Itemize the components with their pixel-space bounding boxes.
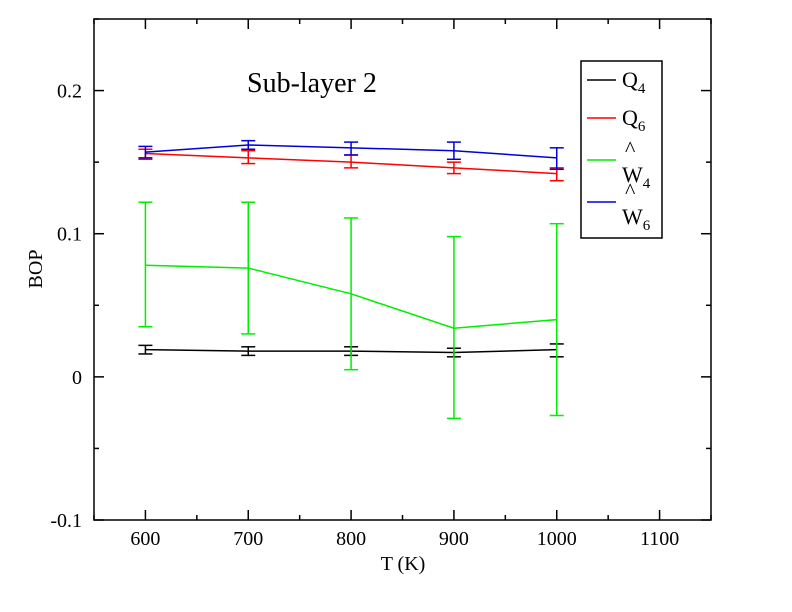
- x-tick-label: 1000: [537, 528, 577, 550]
- y-tick-label: 0.1: [57, 224, 82, 246]
- y-axis-label: BOP: [25, 250, 47, 289]
- y-tick-label: -0.1: [50, 510, 82, 532]
- series-line: [145, 264, 557, 329]
- data-series: [138, 139, 564, 420]
- plot-frame: [93, 18, 712, 521]
- legend-box: [580, 60, 663, 239]
- x-tick-label: 900: [439, 528, 469, 550]
- tick-labels: 600 700 800 900 1000 1100 -0.1 0 0.1 0.2: [50, 81, 679, 550]
- legend-label: W4: [622, 162, 651, 192]
- x-tick-label: 800: [336, 528, 366, 550]
- x-tick-label: 1100: [640, 528, 679, 550]
- series-w6: [138, 139, 564, 171]
- x-axis-label: T (K): [381, 553, 426, 575]
- x-tick-label: 600: [130, 528, 160, 550]
- chart-title: Sub-layer 2: [247, 68, 377, 99]
- series-line: [145, 144, 557, 159]
- series-q6: [138, 148, 564, 182]
- series-w4: [138, 201, 564, 420]
- x-tick-label: 700: [233, 528, 263, 550]
- legend-label: W6: [622, 204, 651, 234]
- legend-hat: ^: [625, 178, 636, 203]
- legend-label: Q4: [622, 67, 646, 97]
- series-line: [145, 152, 557, 175]
- y-tick-label: 0: [72, 367, 82, 389]
- y-tick-label: 0.2: [57, 81, 82, 103]
- legend-hat: ^: [625, 136, 636, 161]
- legend-label: Q6: [622, 105, 646, 135]
